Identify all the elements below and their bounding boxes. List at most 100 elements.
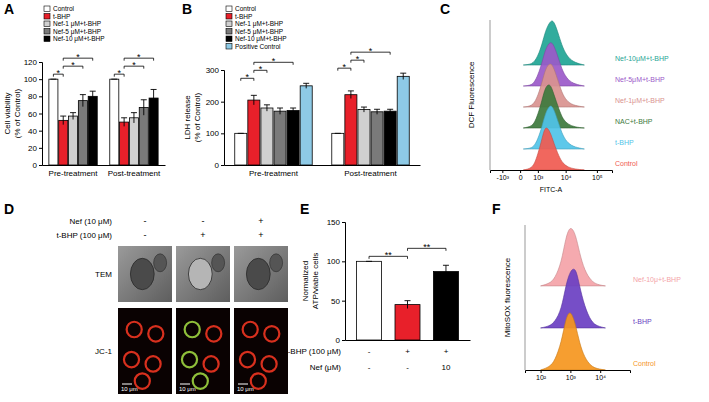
error-bar <box>348 91 354 99</box>
legend-label: t-BHP <box>235 13 252 20</box>
error-bar <box>443 265 449 278</box>
bar <box>69 116 78 165</box>
micrograph-detail <box>182 352 197 367</box>
condition-value: - <box>406 363 409 372</box>
tick-label: 120 <box>24 58 38 67</box>
axis-line <box>225 165 421 166</box>
error-bar-cap <box>264 104 270 105</box>
tick: 60 <box>28 110 42 119</box>
tick-mark <box>221 165 224 166</box>
error-bar <box>251 95 257 105</box>
error-bar-cap <box>111 79 117 80</box>
legend-swatch <box>226 14 232 20</box>
tick-mark <box>39 114 42 115</box>
significance-label: * <box>259 64 263 74</box>
chart-panel: A020406080100120Pre-treatmentPost-treatm… <box>3 1 166 178</box>
tick-mark <box>39 148 42 149</box>
micrograph-detail <box>212 254 225 272</box>
error-bar <box>121 118 127 127</box>
micrograph <box>118 246 172 302</box>
error-bar-cap <box>60 116 66 117</box>
tick-mark <box>39 131 42 132</box>
error-bar-stem <box>73 113 74 120</box>
tick-mark <box>39 79 42 80</box>
micrograph-detail <box>240 352 255 367</box>
error-bar-cap <box>251 95 257 96</box>
histogram-area <box>523 128 584 170</box>
scale-bar <box>180 384 190 385</box>
error-bar-stem <box>133 113 134 123</box>
plot-marks <box>541 228 606 370</box>
tick-label: 300 <box>206 66 220 75</box>
micrograph-detail <box>264 326 279 341</box>
tick-mark <box>39 62 42 63</box>
error-bar <box>387 109 393 113</box>
micrograph-image <box>176 246 230 302</box>
panel-label: A <box>4 1 14 17</box>
histogram-area <box>541 313 606 370</box>
scale-bar-label: 10 μm <box>179 386 196 392</box>
chart-panel: CNef-10μM+t-BHPNef-5μM+t-BHPNef-1μM+t-BH… <box>440 1 669 193</box>
tick-label: 20 <box>28 144 37 153</box>
error-bar-cap <box>405 300 411 301</box>
tick: 10³ <box>533 170 544 181</box>
error-bar <box>141 100 147 115</box>
chart-panel: E050100150NormalizedATP/viable cells****… <box>285 201 470 372</box>
error-bar-cap <box>50 79 56 80</box>
error-bar <box>238 133 244 134</box>
legend-label: Nef-10 μM+t-BHP <box>53 35 105 43</box>
micrograph-detail <box>204 356 219 371</box>
series-label: Control <box>633 360 656 367</box>
tick-mark <box>221 133 224 134</box>
significance: * <box>63 60 83 70</box>
bar <box>110 79 119 165</box>
tick: Post-treatment <box>108 165 161 178</box>
series-label: Nef-10μ+t-BHP <box>633 276 681 284</box>
axis: Pre-treatmentPost-treatment <box>225 165 421 178</box>
plot-frame <box>490 20 491 170</box>
panel-label: C <box>440 1 450 17</box>
series-label: Nef-1μM+t-BHP <box>615 97 665 105</box>
tick: -10³ <box>497 170 510 181</box>
axis-title: DCF Fluorescence <box>467 61 476 128</box>
error-bar <box>405 301 411 309</box>
significance: * <box>124 60 144 70</box>
tick-label: 60 <box>28 110 37 119</box>
bar <box>129 118 138 165</box>
tick-label: 10³ <box>566 374 577 381</box>
tick-mark <box>600 370 601 373</box>
legend-label: t-BHP <box>53 13 70 20</box>
significance: * <box>254 64 267 74</box>
significance: * <box>351 54 364 64</box>
tick-label: 50 <box>331 297 340 306</box>
error-bar-stem <box>124 118 125 127</box>
plot-marks <box>357 261 459 340</box>
series-label: t-BHP <box>615 139 634 146</box>
error-bar <box>90 91 96 101</box>
error-bar <box>277 108 283 114</box>
tick-mark <box>342 340 345 341</box>
tick-mark <box>597 170 598 173</box>
tick: Pre-treatment <box>49 165 99 178</box>
bar <box>120 122 129 165</box>
significance: * <box>241 72 254 82</box>
significance: * <box>351 46 390 56</box>
tick: 100 <box>327 257 345 266</box>
tick-mark <box>520 170 521 173</box>
plot-marks <box>49 79 158 165</box>
condition-value: + <box>200 230 205 240</box>
axis <box>346 340 471 342</box>
axis-line <box>221 71 225 166</box>
error-bar-stem <box>293 108 294 113</box>
significance: * <box>124 52 153 62</box>
axis-title: LDH release <box>183 95 192 140</box>
scale-bar <box>122 384 132 385</box>
bar <box>49 79 58 165</box>
axis-title: MitoSOX fluorescence <box>503 257 512 337</box>
micrograph-detail <box>127 322 142 337</box>
error-bar <box>151 89 157 106</box>
series-label: NAC+t-BHP <box>615 118 653 125</box>
error-bar <box>335 133 341 134</box>
tick-label: 10² <box>536 374 547 381</box>
micrograph-detail <box>246 258 270 289</box>
